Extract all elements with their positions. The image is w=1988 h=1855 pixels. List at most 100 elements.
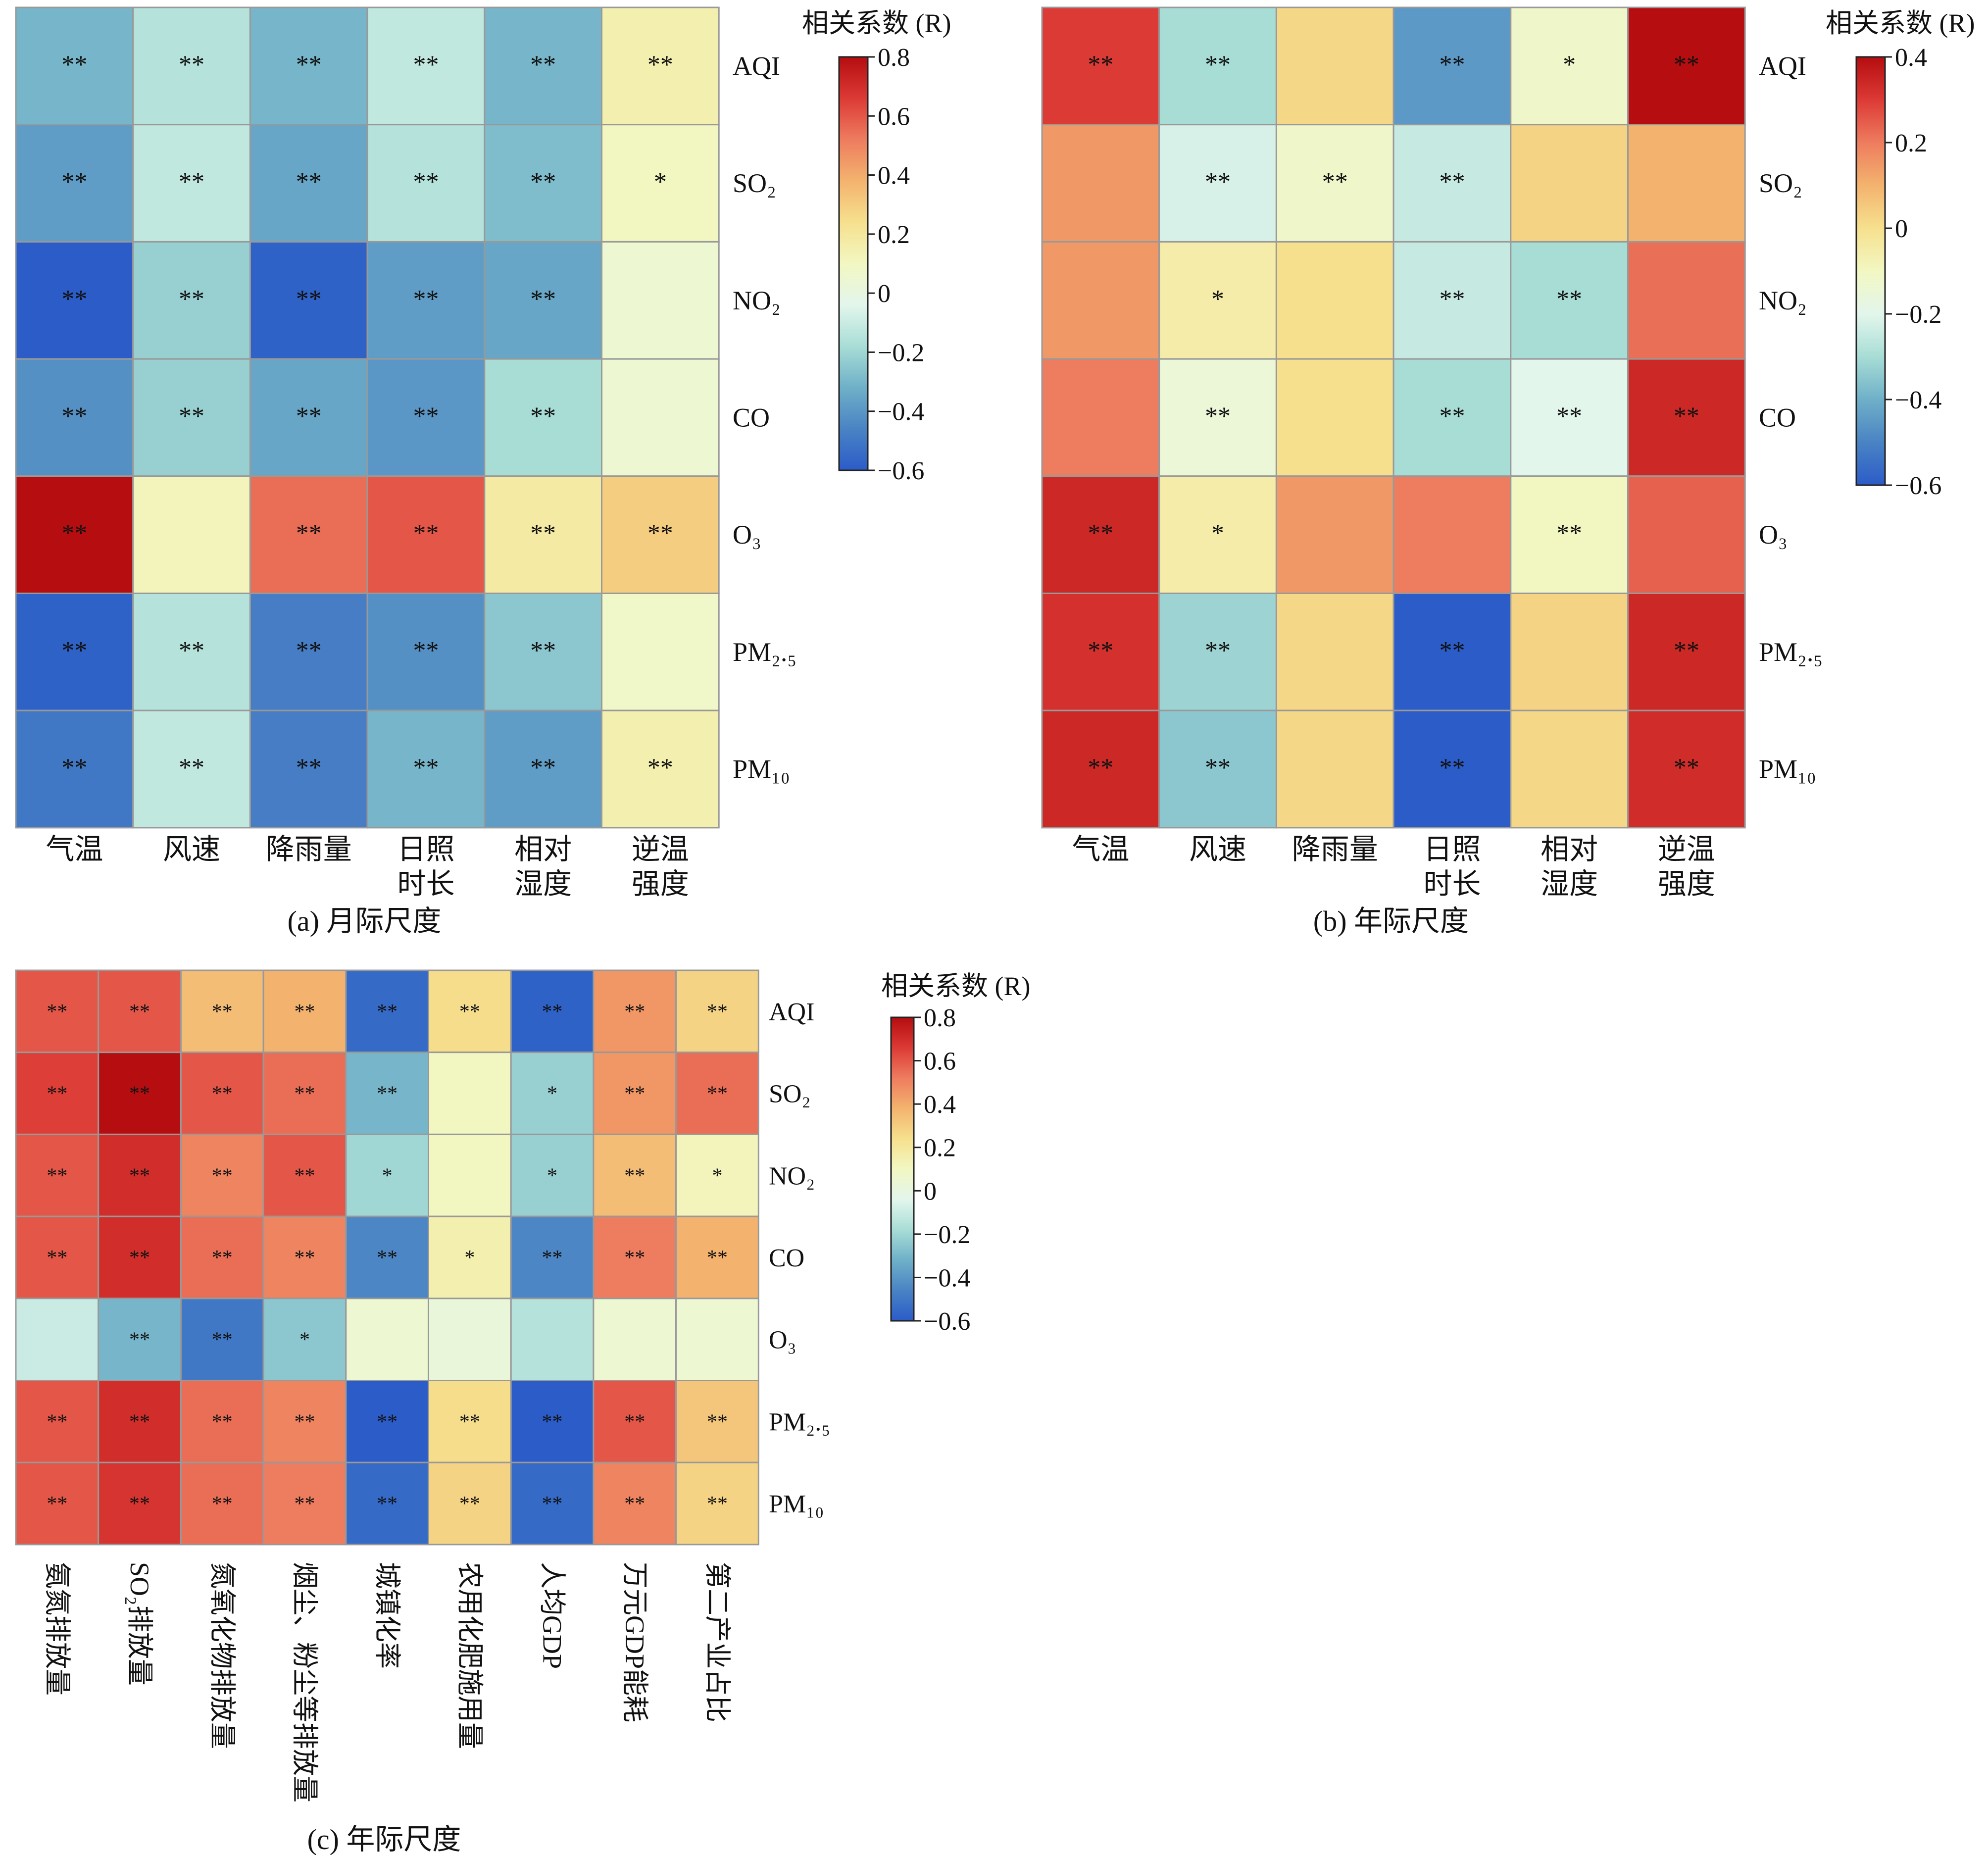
significance-mark: ** [294,1164,315,1187]
heatmap-cell [1158,593,1277,711]
row-label: PM₂.₅ [769,1408,830,1436]
heatmap-cell [366,124,486,243]
significance-mark: ** [413,637,439,665]
significance-mark: ** [413,519,439,548]
heatmap-cell [428,1052,512,1135]
significance-mark: ** [61,637,87,665]
column-label-line: 湿度 [1541,868,1598,900]
column-label-line: 强度 [632,868,689,900]
significance-mark: ** [413,50,439,79]
significance-mark: ** [47,1001,67,1023]
column-label-line: 降雨量 [1292,833,1378,865]
column-label: 烟尘、粉尘等排放量 [290,1562,319,1803]
significance-mark: ** [530,168,556,196]
column-label: 逆温强度 [632,833,689,900]
panel-caption: (b) 年际尺度 [1313,905,1469,937]
heatmap-cell [1041,358,1160,477]
heatmap-panel-b: ** ** ** * **** ** *** ** **** ** ** **** * **** ** ** *… [1041,6,1975,937]
significance-mark: ** [1205,168,1231,196]
colorbar-tick-label: −0.6 [878,457,924,485]
column-label: SO₂排放量 [125,1562,154,1686]
heatmap-cell [15,475,134,594]
heatmap-cell [345,1133,429,1217]
column-label: 氮氧化物排放量 [207,1562,237,1749]
significance-mark: ** [179,168,204,196]
column-label-line: 风速 [163,833,220,865]
significance-mark: ** [47,1410,67,1433]
column-label-line: 气温 [46,833,103,865]
column-label: 风速 [1189,833,1246,865]
colorbar [1855,56,1886,486]
significance-mark: ** [296,50,322,79]
significance-mark: ** [1088,637,1113,665]
heatmap-cell [675,1461,759,1546]
significance-mark: ** [129,1247,150,1269]
heatmap-cell [1041,6,1160,126]
column-label-line: 日照 [1423,833,1481,865]
colorbar [838,56,869,471]
significance-mark: ** [459,1493,480,1515]
heatmap-cell [1627,709,1746,829]
heatmap-cell [262,1380,347,1463]
significance-mark: ** [1674,402,1699,430]
heatmap-cell [366,475,486,594]
heatmap-cell [1627,241,1746,360]
heatmap-cell [1627,475,1746,594]
significance-mark: ** [1439,50,1465,79]
heatmap-cell [15,358,134,477]
column-label: 相对湿度 [514,833,572,900]
colorbar-tick-label: 0.2 [924,1134,956,1162]
heatmap-cell [1510,241,1629,360]
significance-mark: ** [1674,50,1699,79]
significance-mark: ** [1088,754,1113,782]
significance-mark: ** [413,754,439,782]
significance-mark: ** [530,637,556,665]
heatmap-cell [593,1215,677,1300]
column-label-line: 强度 [1658,868,1715,900]
heatmap-cell [675,1133,759,1217]
heatmap-cell [1158,124,1277,243]
column-label: 第二产业占比 [702,1562,732,1722]
colorbar-tick-label: −0.4 [878,398,924,426]
heatmap-cell [1627,358,1746,477]
heatmap-cell [1041,124,1160,243]
heatmap-cell [1275,593,1394,711]
significance-mark: ** [47,1164,67,1187]
heatmap-cell [601,124,720,243]
heatmap-cell [1275,475,1394,594]
row-label: O₃ [1759,520,1788,550]
significance-mark: ** [129,1001,150,1023]
significance-mark: ** [296,168,322,196]
colorbar-tick-label: 0.6 [878,102,910,131]
heatmap-cell [484,358,602,477]
row-label: CO [1759,402,1796,432]
heatmap-cell [1392,124,1512,243]
significance-mark: ** [624,1410,645,1433]
heatmap-cell [15,969,99,1053]
significance-mark: ** [294,1493,315,1515]
row-label: PM₁₀ [769,1490,824,1518]
colorbar-tick-label: 0.8 [878,44,910,72]
row-label: SO₂ [1759,168,1802,198]
significance-mark: ** [1439,402,1465,430]
significance-mark: ** [1439,285,1465,313]
heatmap-cell [15,1052,99,1135]
significance-mark: ** [179,754,204,782]
colorbar-tick-label: −0.2 [878,339,924,367]
heatmap-cell [180,1461,264,1546]
column-label: 降雨量 [1292,833,1378,865]
column-label-line: 气温 [1072,833,1129,865]
heatmap-cell [345,1052,429,1135]
significance-mark: ** [129,1410,150,1433]
heatmap-cell [601,593,720,711]
colorbar-tick-label: 0.2 [878,221,910,249]
heatmap-cell [249,358,368,477]
heatmap-cell [345,1298,429,1382]
heatmap-cell [180,1215,264,1300]
heatmap-cell [1392,593,1512,711]
heatmap-cell [1041,709,1160,829]
heatmap-cell [593,969,677,1053]
colorbar-tick-label: 0 [1895,215,1908,243]
significance-mark: ** [1205,402,1231,430]
significance-mark: ** [530,285,556,313]
